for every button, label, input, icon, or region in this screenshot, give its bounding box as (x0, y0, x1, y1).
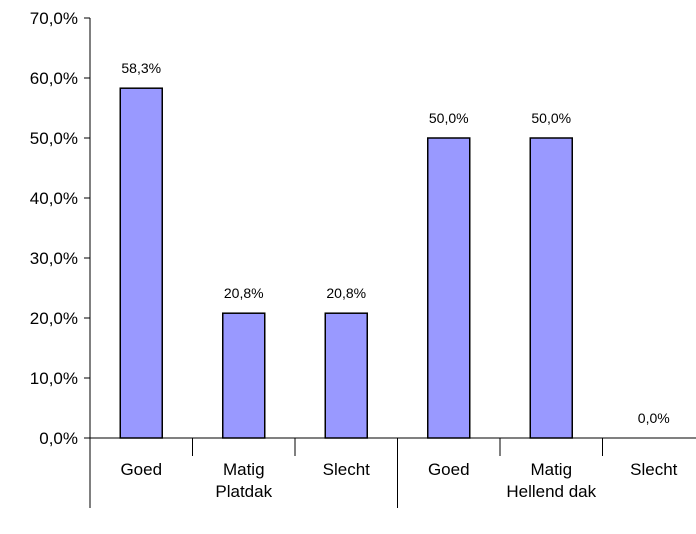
data-label: 58,3% (121, 60, 161, 76)
y-tick-label: 30,0% (30, 249, 78, 268)
data-label: 50,0% (531, 110, 571, 126)
bar (222, 312, 266, 439)
y-tick-label: 40,0% (30, 189, 78, 208)
category-label: Goed (120, 460, 162, 479)
bar (119, 87, 163, 439)
category-label: Matig (223, 460, 265, 479)
y-tick-label: 20,0% (30, 309, 78, 328)
data-label: 20,8% (326, 285, 366, 301)
data-label: 0,0% (638, 410, 670, 426)
group-label: Hellend dak (506, 482, 596, 501)
category-label: Slecht (323, 460, 371, 479)
bar (529, 137, 573, 439)
axes: 0,0% 10,0% 20,0% 30,0% 40,0% 50,0% 60,0% 70,0% (30, 9, 696, 508)
y-tick-label: 70,0% (30, 9, 78, 28)
group-label: Platdak (215, 482, 272, 501)
bars (119, 87, 573, 439)
y-tick-label: 50,0% (30, 129, 78, 148)
category-label: Slecht (630, 460, 678, 479)
bar (324, 312, 368, 439)
data-label: 20,8% (224, 285, 264, 301)
y-tick-label: 10,0% (30, 369, 78, 388)
data-label: 50,0% (429, 110, 469, 126)
y-tick-label: 0,0% (39, 429, 78, 448)
y-tick-label: 60,0% (30, 69, 78, 88)
labels: Platdak Hellend dak Goed 58,3% Matig 20,8% Sle… (120, 60, 677, 501)
category-label: Matig (530, 460, 572, 479)
bar (427, 137, 471, 439)
category-label: Goed (428, 460, 470, 479)
